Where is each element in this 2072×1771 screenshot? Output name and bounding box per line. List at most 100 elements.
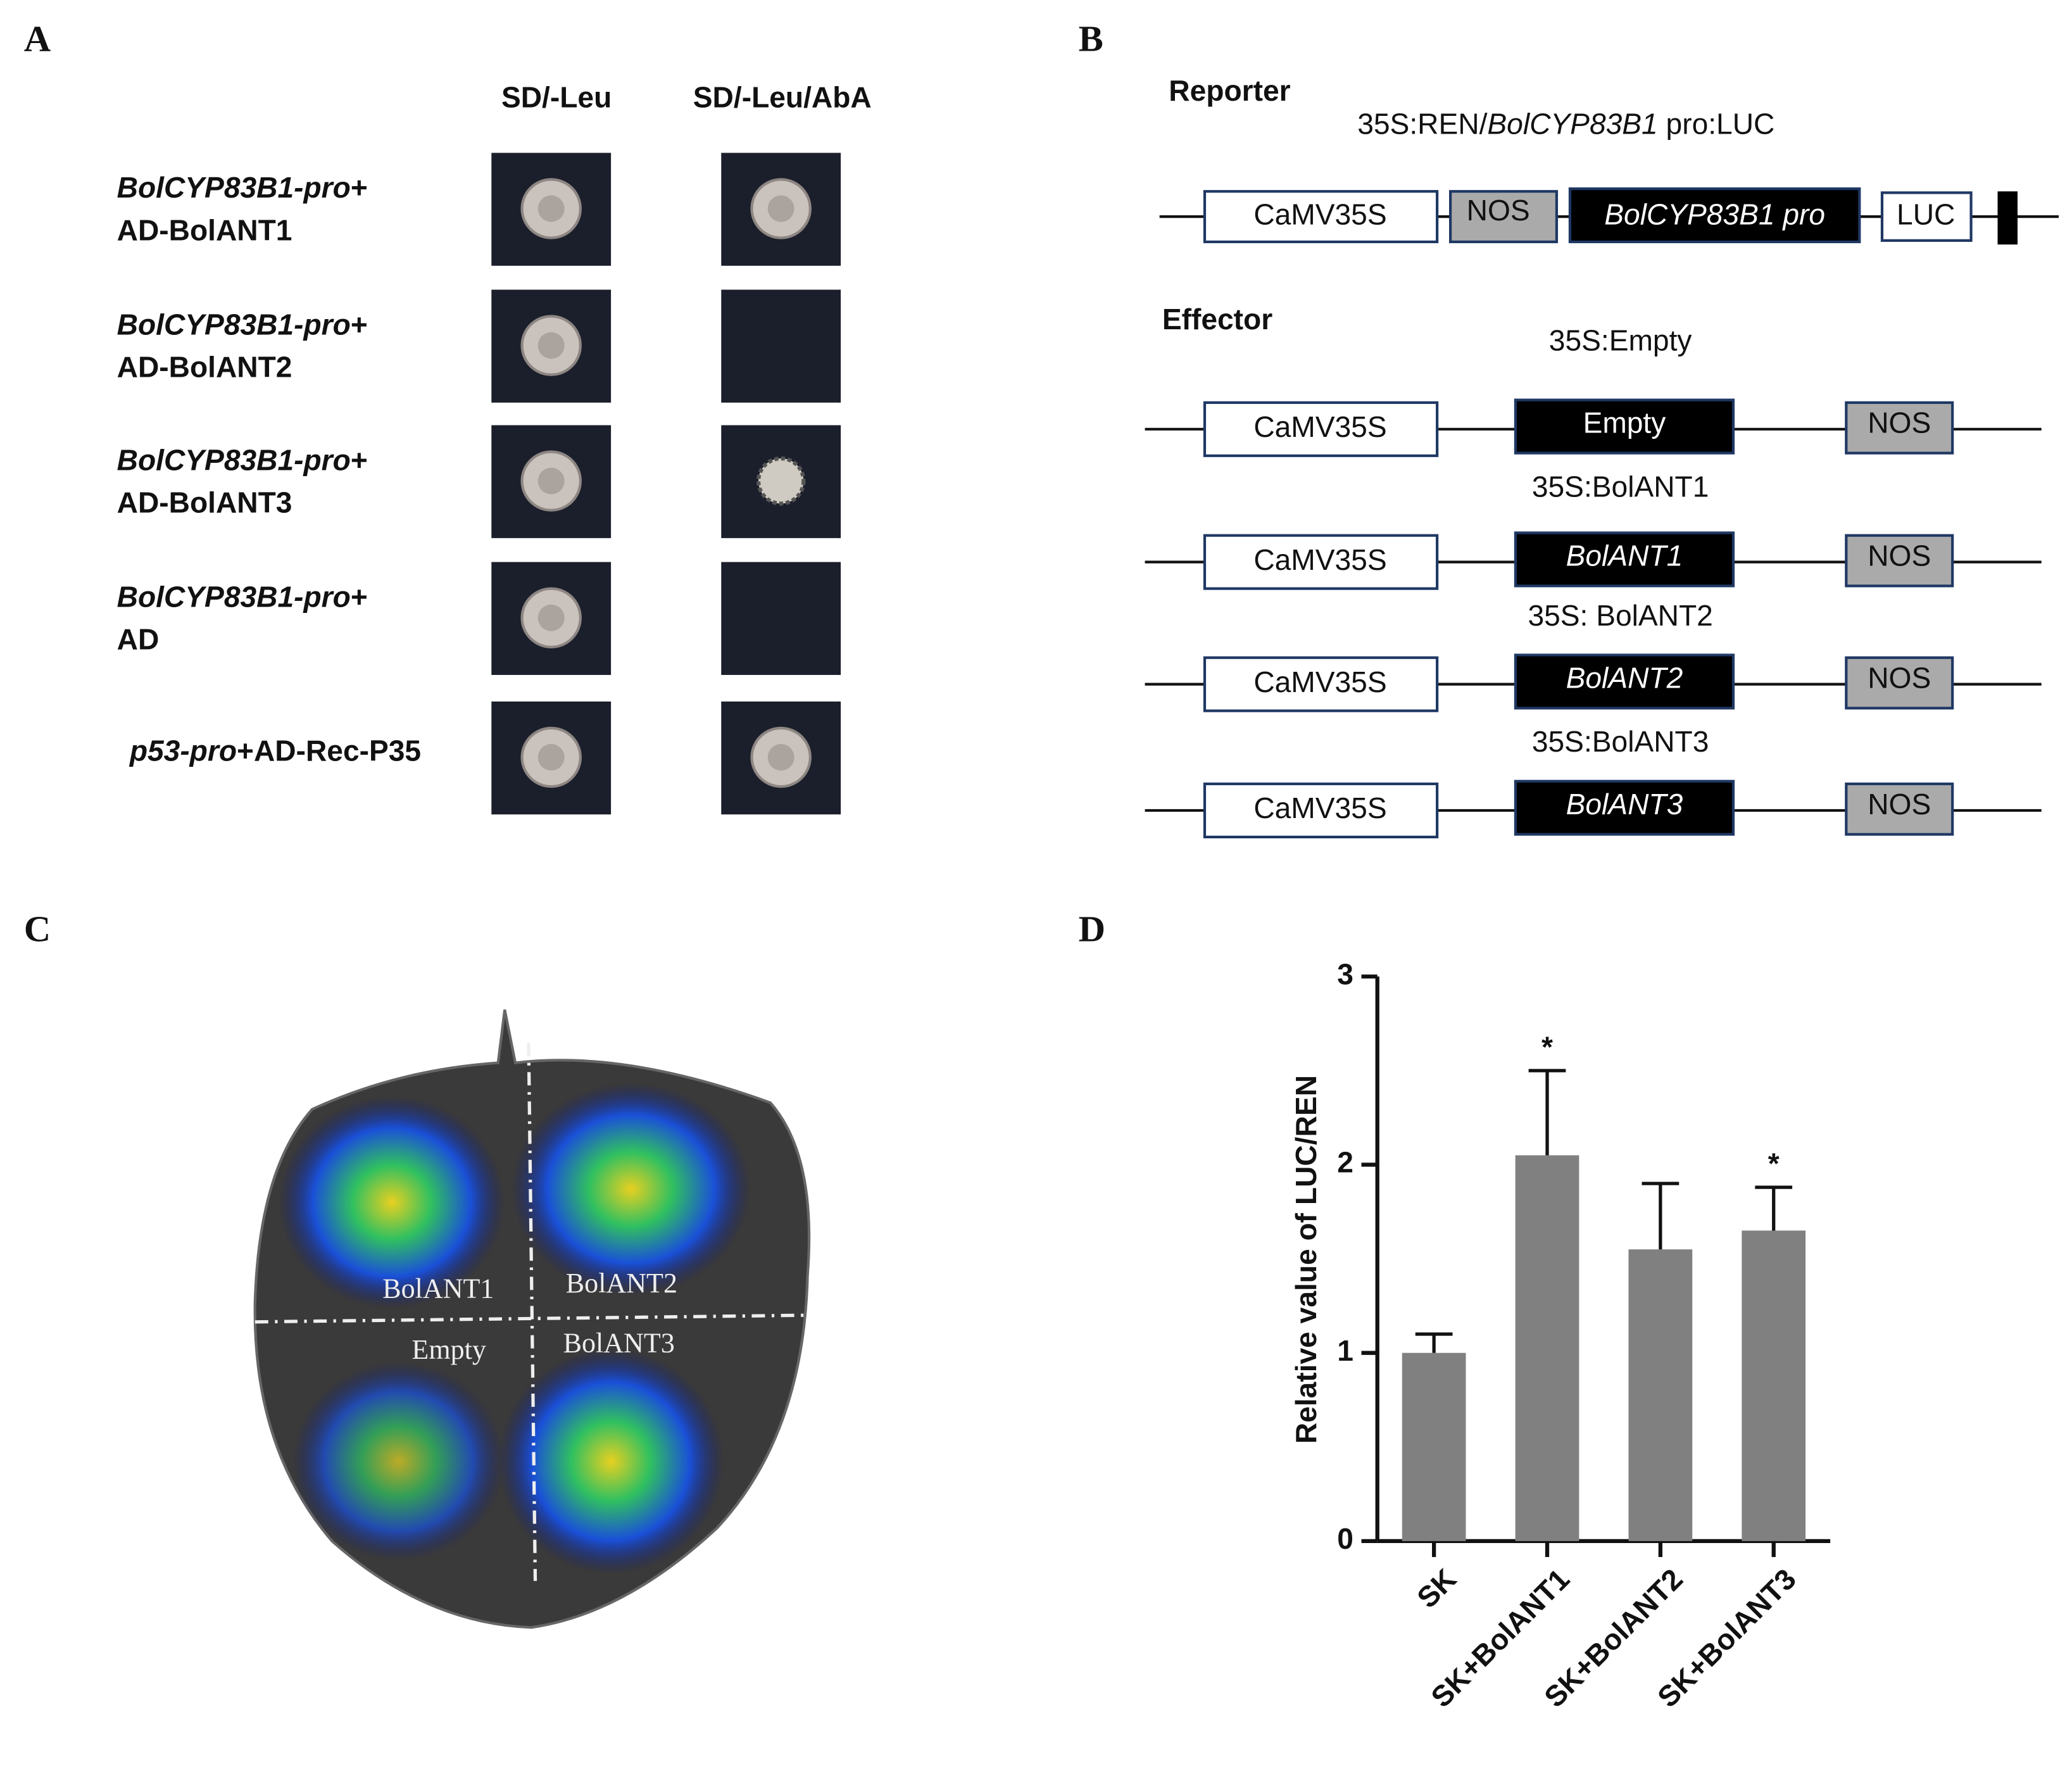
element-label: NOS <box>1868 539 1931 572</box>
text: + <box>351 171 368 204</box>
row-label: p53-pro+AD-Rec-P35 <box>129 734 421 767</box>
y-tick-label: 1 <box>1337 1334 1353 1367</box>
element-label: Empty <box>1583 407 1666 439</box>
promoter: BolCYP83B1-pro <box>117 171 351 204</box>
leaf-label: BolANT3 <box>563 1328 675 1359</box>
signal <box>511 1083 751 1295</box>
y-tick-label: 3 <box>1337 957 1353 990</box>
colony-center <box>537 195 565 222</box>
reporter-construct: CaMV35S NOS BolCYP83B1 pro LUC <box>1159 187 2059 245</box>
row-label: BolCYP83B1-pro+ <box>117 171 368 204</box>
colony-center <box>537 744 565 771</box>
construct-label: 35S:BolANT1 <box>1532 470 1709 503</box>
element-label: CaMV35S <box>1253 410 1386 443</box>
bar <box>1515 1155 1579 1541</box>
colony-center <box>537 332 565 359</box>
row-label: AD-BolANT2 <box>117 351 292 384</box>
terminator <box>1997 191 2018 245</box>
colony-center <box>537 604 565 631</box>
colony-center <box>767 195 794 222</box>
promoter: BolCYP83B1-pro <box>117 443 351 476</box>
divider <box>527 1043 537 1581</box>
element-label: NOS <box>1868 662 1931 695</box>
construct-label: 35S:Empty <box>1549 324 1692 357</box>
bar <box>1402 1352 1466 1541</box>
significance: * <box>1768 1147 1780 1180</box>
element-box <box>1514 779 1735 836</box>
construct-label: 35S:REN/BolCYP83B1 pro:LUC <box>1357 108 1774 141</box>
element-label: LUC <box>1897 198 1955 230</box>
significance: * <box>1541 1030 1553 1063</box>
signal <box>498 1348 724 1575</box>
row-label: BolCYP83B1-pro+ <box>117 581 368 614</box>
element-box <box>1203 401 1439 457</box>
panel-letter: C <box>24 908 51 949</box>
element-label: BolCYP83B1 pro <box>1604 198 1825 230</box>
text: 35S:REN/ <box>1357 108 1487 141</box>
row-label: AD <box>117 623 160 656</box>
element-label: NOS <box>1868 407 1931 439</box>
text: + <box>351 581 368 614</box>
element-label: CaMV35S <box>1253 543 1386 576</box>
element-box <box>1845 534 1954 588</box>
element-label: NOS <box>1467 194 1530 227</box>
element-box <box>1514 653 1735 710</box>
element-label: CaMV35S <box>1253 198 1386 230</box>
panel-letter: A <box>24 18 51 60</box>
y-tick-label: 2 <box>1337 1146 1353 1179</box>
element-label: BolANT3 <box>1566 788 1683 821</box>
element-box <box>1845 782 1954 836</box>
plate <box>721 562 841 675</box>
text: + <box>351 443 368 476</box>
leaf-image: BolANT1 BolANT2 Empty BolANT3 <box>253 1009 811 1629</box>
y-tick-label: 0 <box>1337 1522 1353 1555</box>
row-label: AD-BolANT3 <box>117 486 292 519</box>
element-label: CaMV35S <box>1253 665 1386 698</box>
leaf-label: BolANT2 <box>566 1268 677 1299</box>
element-box <box>1203 190 1439 244</box>
element-box <box>1203 782 1439 839</box>
bar <box>1628 1249 1693 1541</box>
element-label: BolANT1 <box>1566 539 1683 572</box>
element-box <box>1845 401 1954 455</box>
signal <box>292 1361 505 1561</box>
text: + <box>351 308 368 341</box>
element-box <box>1449 190 1559 244</box>
element-box <box>1203 534 1439 590</box>
element-label: NOS <box>1868 788 1931 821</box>
construct-label: 35S:BolANT3 <box>1532 725 1709 758</box>
row-label: AD-BolANT1 <box>117 213 292 246</box>
panel-letter: D <box>1079 908 1105 949</box>
leaf-label: Empty <box>411 1334 486 1365</box>
divider <box>254 1313 804 1324</box>
leaf-label: BolANT1 <box>382 1273 494 1304</box>
element-box <box>1514 531 1735 588</box>
construct-label: 35S: BolANT2 <box>1528 599 1712 632</box>
row-label: BolCYP83B1-pro+ <box>117 443 368 476</box>
element-label: BolANT2 <box>1566 662 1683 695</box>
panel-letter: B <box>1079 18 1103 60</box>
element-label: CaMV35S <box>1253 791 1386 824</box>
text: pro:LUC <box>1658 108 1775 141</box>
element-box <box>1514 398 1735 455</box>
colony-center <box>767 744 794 771</box>
promoter: BolCYP83B1-pro <box>117 308 351 341</box>
colony-center <box>537 467 565 495</box>
text: BolCYP83B1 <box>1487 108 1657 141</box>
row-label: BolCYP83B1-pro+ <box>117 308 368 341</box>
column-header: SD/-Leu <box>501 81 612 114</box>
y-axis-label: Relative value of LUC/REN <box>1290 1075 1322 1444</box>
section-title: Effector <box>1162 303 1272 336</box>
element-box <box>1203 656 1439 712</box>
promoter: BolCYP83B1-pro <box>117 581 351 614</box>
column-header: SD/-Leu/AbA <box>693 81 872 114</box>
signal <box>279 1096 505 1309</box>
text: +AD-Rec-P35 <box>237 734 421 767</box>
x-tick-label: SK <box>1410 1562 1462 1614</box>
bar <box>1742 1230 1806 1541</box>
element-box <box>1880 191 1973 242</box>
element-box <box>1568 187 1861 244</box>
colony <box>756 456 806 506</box>
element-box <box>1845 656 1954 710</box>
